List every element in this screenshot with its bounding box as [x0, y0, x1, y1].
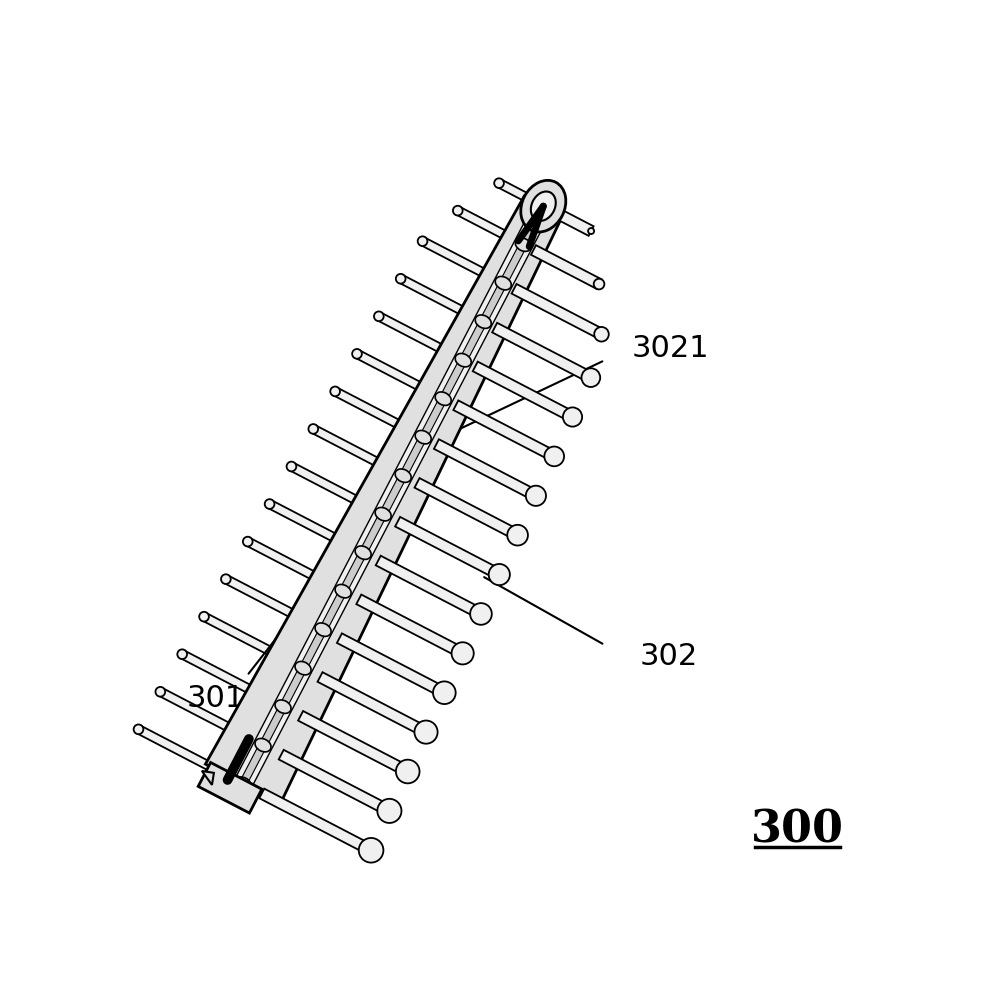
Polygon shape [421, 237, 492, 280]
Text: 301: 301 [187, 684, 245, 713]
Circle shape [414, 721, 438, 744]
Ellipse shape [255, 739, 271, 752]
Polygon shape [531, 245, 602, 289]
Polygon shape [355, 350, 430, 394]
Polygon shape [298, 711, 410, 777]
Ellipse shape [395, 469, 411, 483]
Ellipse shape [308, 424, 318, 434]
Ellipse shape [221, 574, 231, 584]
Ellipse shape [374, 312, 384, 321]
Circle shape [396, 760, 420, 783]
Polygon shape [453, 400, 557, 461]
Polygon shape [180, 650, 264, 699]
Polygon shape [136, 726, 222, 776]
Polygon shape [202, 613, 285, 661]
Polygon shape [202, 771, 214, 784]
Polygon shape [279, 750, 392, 815]
Polygon shape [246, 538, 326, 585]
Polygon shape [268, 500, 347, 547]
Polygon shape [434, 439, 538, 500]
Polygon shape [512, 284, 604, 339]
Ellipse shape [355, 546, 371, 559]
Ellipse shape [199, 612, 209, 622]
Polygon shape [337, 634, 447, 697]
Ellipse shape [375, 507, 391, 521]
Polygon shape [497, 180, 534, 204]
Ellipse shape [235, 777, 251, 790]
Ellipse shape [453, 206, 463, 215]
Ellipse shape [335, 585, 351, 598]
Polygon shape [289, 463, 368, 509]
Ellipse shape [435, 392, 451, 405]
Ellipse shape [155, 687, 165, 697]
Ellipse shape [177, 649, 187, 659]
Polygon shape [456, 207, 513, 242]
Circle shape [594, 327, 609, 342]
Ellipse shape [495, 276, 511, 290]
Ellipse shape [494, 179, 504, 188]
Circle shape [588, 228, 594, 234]
Ellipse shape [531, 192, 556, 220]
Polygon shape [158, 688, 243, 738]
Polygon shape [473, 361, 575, 422]
Polygon shape [259, 788, 374, 855]
Polygon shape [311, 425, 389, 471]
Circle shape [489, 564, 510, 585]
Circle shape [433, 681, 456, 704]
Ellipse shape [475, 315, 491, 329]
Polygon shape [492, 323, 593, 382]
Text: 300: 300 [751, 808, 844, 851]
Polygon shape [240, 205, 552, 788]
Circle shape [470, 603, 492, 625]
Ellipse shape [243, 537, 253, 546]
Ellipse shape [330, 386, 340, 396]
Polygon shape [240, 205, 547, 785]
Circle shape [581, 368, 600, 387]
Polygon shape [377, 313, 451, 356]
Ellipse shape [418, 236, 427, 246]
Polygon shape [399, 275, 472, 319]
Circle shape [452, 642, 474, 664]
Polygon shape [333, 387, 409, 433]
Ellipse shape [315, 623, 331, 637]
Circle shape [359, 838, 383, 863]
Ellipse shape [521, 181, 566, 232]
Ellipse shape [535, 200, 551, 213]
Circle shape [526, 486, 546, 505]
Polygon shape [415, 478, 520, 540]
Polygon shape [235, 202, 546, 785]
Polygon shape [224, 575, 305, 624]
Ellipse shape [396, 274, 406, 284]
Circle shape [377, 798, 401, 823]
Polygon shape [205, 197, 562, 803]
Circle shape [563, 407, 582, 427]
Ellipse shape [455, 354, 471, 366]
Circle shape [507, 525, 528, 545]
Polygon shape [376, 556, 483, 619]
Ellipse shape [275, 700, 291, 713]
Circle shape [544, 447, 564, 467]
Polygon shape [198, 763, 262, 813]
Ellipse shape [265, 499, 274, 508]
Polygon shape [395, 517, 502, 579]
Ellipse shape [415, 430, 431, 444]
Polygon shape [356, 595, 465, 658]
Text: 302: 302 [640, 642, 698, 671]
Ellipse shape [295, 661, 311, 675]
Ellipse shape [352, 349, 362, 358]
Polygon shape [318, 672, 429, 737]
Ellipse shape [287, 462, 296, 472]
Ellipse shape [515, 238, 531, 251]
Polygon shape [550, 207, 594, 235]
Ellipse shape [134, 725, 143, 734]
Text: 3021: 3021 [632, 334, 709, 363]
Circle shape [594, 279, 604, 289]
